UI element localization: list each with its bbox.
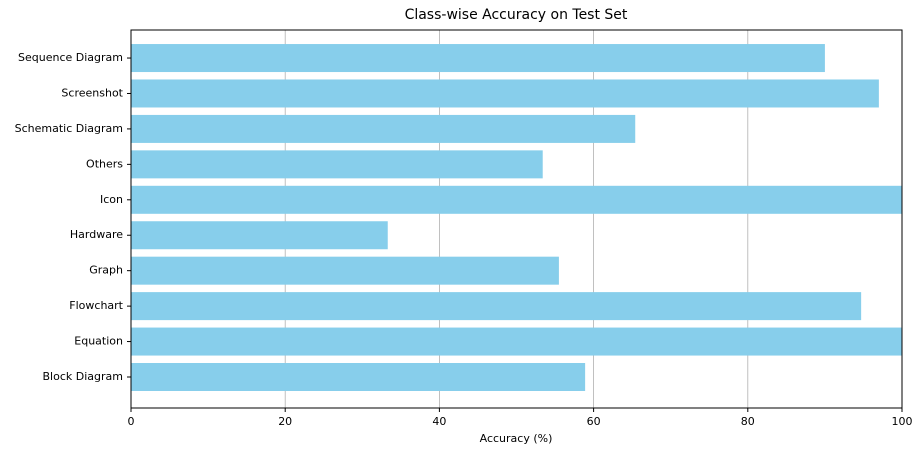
y-tick-label: Sequence Diagram <box>18 51 123 64</box>
chart-title: Class-wise Accuracy on Test Set <box>405 7 628 23</box>
x-tick-label: 100 <box>892 415 913 428</box>
y-tick-label: Graph <box>89 264 123 277</box>
bar <box>131 185 902 214</box>
bar <box>131 221 388 250</box>
y-tick-label: Others <box>86 157 123 170</box>
label-layer: 0 20 40 60 80 100 Block Diagram Equation Flowcha… <box>15 51 913 428</box>
plot-frame <box>130 29 903 409</box>
x-tick-label: 80 <box>741 415 755 428</box>
x-tick-label: 20 <box>278 415 292 428</box>
bar <box>131 327 902 356</box>
bar <box>131 114 636 143</box>
x-tick-label: 60 <box>587 415 601 428</box>
bar <box>131 363 586 391</box>
x-tick-label: 0 <box>128 415 135 428</box>
x-axis-label: Accuracy (%) <box>480 432 553 445</box>
bar <box>131 150 543 179</box>
bar <box>131 44 825 73</box>
y-tick-label: Block Diagram <box>43 370 123 383</box>
y-tick-label: Equation <box>74 335 123 348</box>
y-tick-label: Schematic Diagram <box>15 122 123 135</box>
x-tick-label: 40 <box>432 415 446 428</box>
bar <box>131 292 862 321</box>
bar-layer <box>131 44 902 391</box>
y-tick-label: Hardware <box>70 228 123 241</box>
y-tick-label: Screenshot <box>61 86 123 99</box>
y-tick-label: Flowchart <box>69 299 123 312</box>
bar <box>131 79 879 108</box>
bar <box>131 256 559 285</box>
y-tick-label: Icon <box>100 193 123 206</box>
